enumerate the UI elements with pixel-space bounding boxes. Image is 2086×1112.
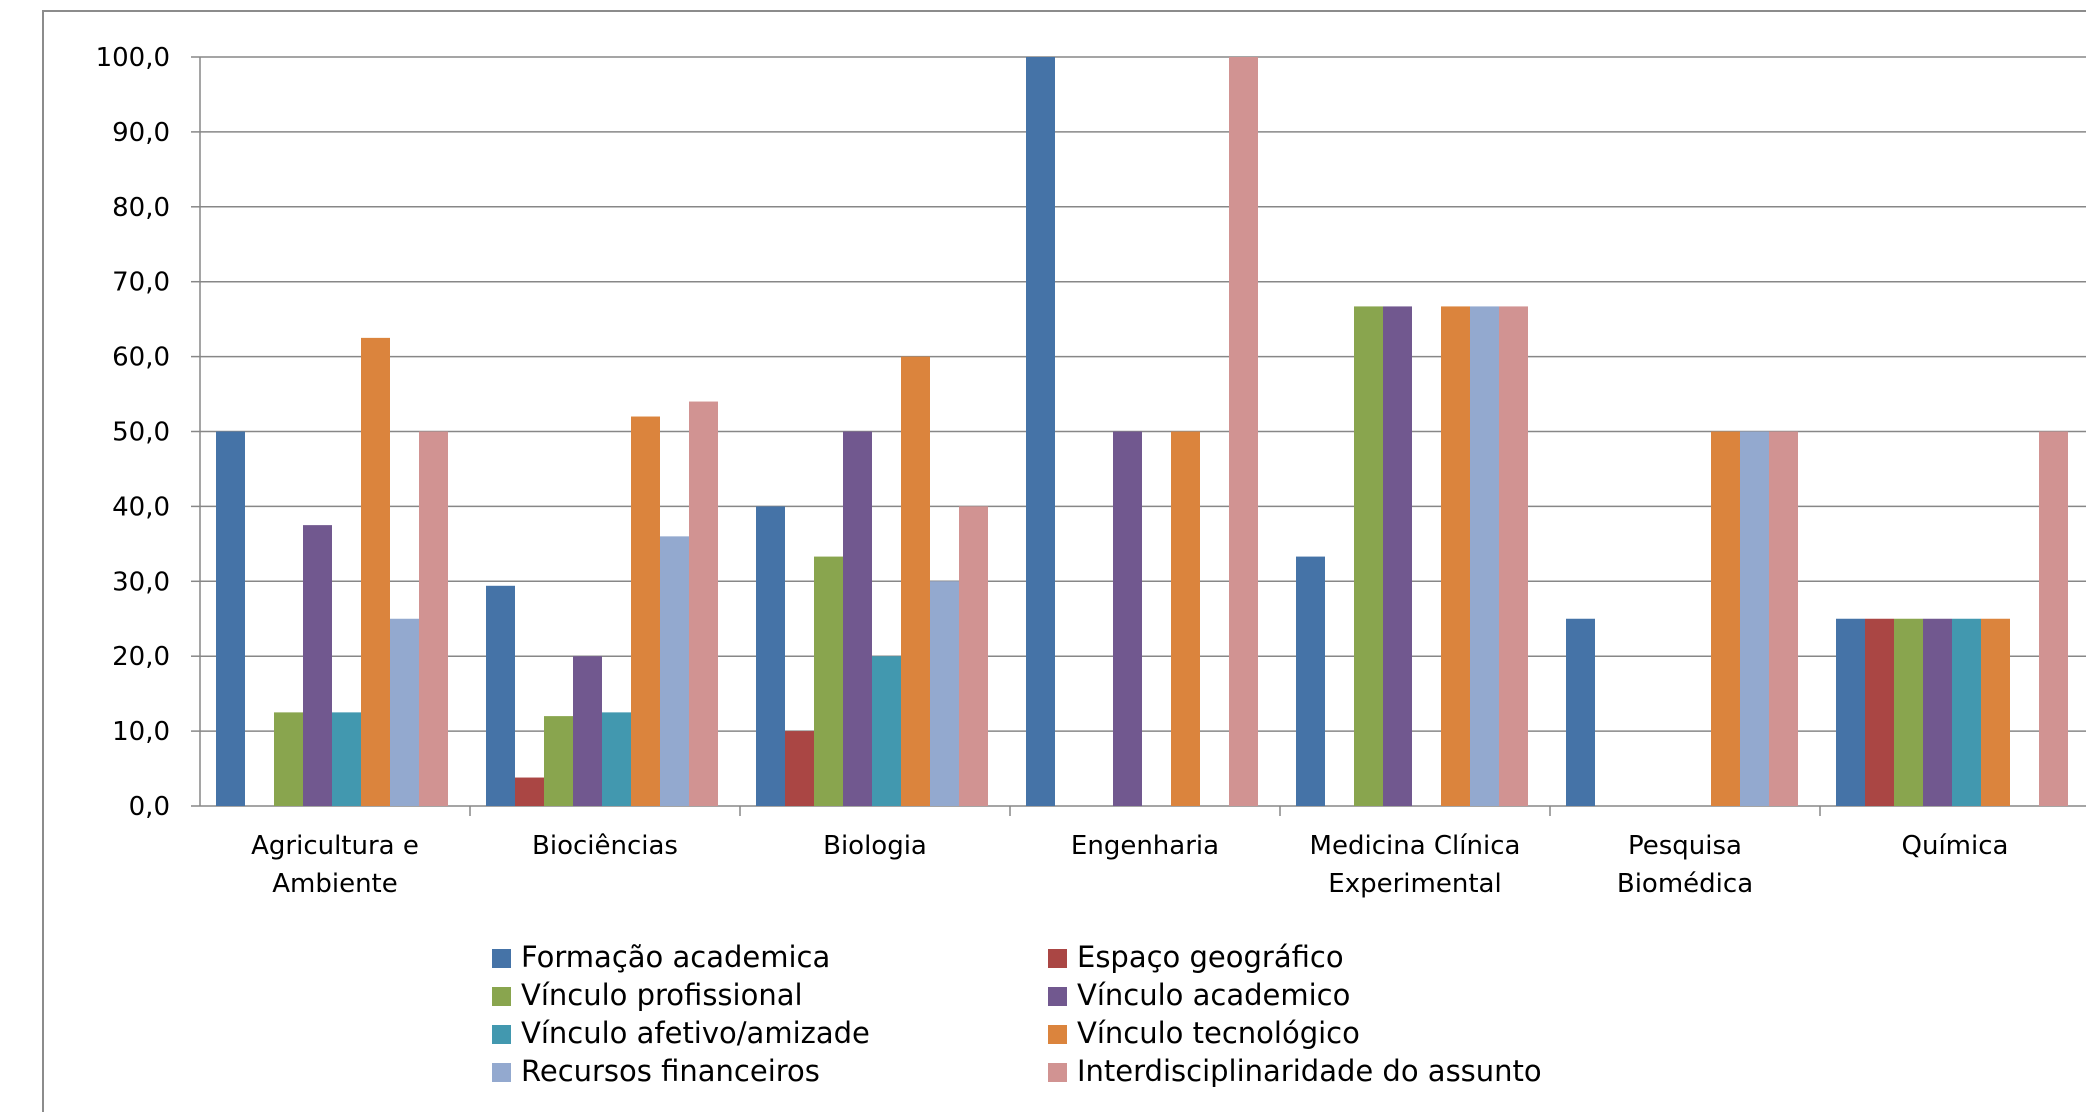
- bar: [1470, 306, 1499, 806]
- bar: [1383, 306, 1412, 806]
- legend-swatch: [492, 987, 511, 1006]
- bar: [1229, 57, 1258, 806]
- legend-swatch: [1048, 1063, 1067, 1082]
- bar: [1441, 306, 1470, 806]
- bar: [573, 656, 602, 806]
- x-tick-labels: Agricultura e Ambiente Biociências Biologia…: [251, 831, 2008, 899]
- legend-swatch: [492, 949, 511, 968]
- bar: [544, 716, 573, 806]
- bar: [1836, 618, 1865, 806]
- x-tick-label: Medicina Clínica: [1310, 831, 1521, 861]
- bar: [814, 556, 843, 806]
- y-tick-label: 80,0: [112, 193, 170, 223]
- y-tick-labels: 0,0 10,0 20,0 30,0 40,0 50,0 60,0 70,0 80,0 90,0 1…: [96, 43, 170, 822]
- bar: [756, 506, 785, 806]
- bar: [1769, 431, 1798, 806]
- bar: [843, 431, 872, 806]
- bar: [1740, 431, 1769, 806]
- bar: [602, 712, 631, 806]
- bar: [1711, 431, 1740, 806]
- bar: [1865, 618, 1894, 806]
- y-tick-label: 40,0: [112, 492, 170, 522]
- x-tick-label: Química: [1902, 831, 2009, 861]
- legend-swatch: [1048, 949, 1067, 968]
- legend-label: Espaço geográfico: [1077, 940, 1344, 974]
- y-tick-label: 100,0: [96, 43, 170, 73]
- legend-label: Vínculo afetivo/amizade: [521, 1016, 870, 1050]
- bar: [216, 431, 245, 806]
- y-tick-label: 0,0: [129, 792, 170, 822]
- bar: [1952, 618, 1981, 806]
- legend-label: Vínculo tecnológico: [1077, 1016, 1360, 1050]
- bar: [785, 731, 814, 806]
- bar: [1354, 306, 1383, 806]
- bar: [1566, 618, 1595, 806]
- y-tick-label: 10,0: [112, 717, 170, 747]
- y-tick-label: 30,0: [112, 567, 170, 597]
- bar: [1923, 618, 1952, 806]
- x-tick-label: Pesquisa: [1628, 831, 1742, 861]
- y-tick-label: 50,0: [112, 418, 170, 448]
- legend-label: Formação academica: [521, 940, 830, 974]
- bar: [332, 712, 361, 806]
- bar: [1499, 306, 1528, 806]
- bars: [216, 57, 2068, 806]
- bar: [872, 656, 901, 806]
- legend-label: Recursos financeiros: [521, 1054, 820, 1088]
- bar: [390, 618, 419, 806]
- bar: [1296, 556, 1325, 806]
- x-tick-label: Biologia: [823, 831, 927, 861]
- bar: [901, 356, 930, 806]
- bar: [930, 581, 959, 806]
- y-tick-label: 70,0: [112, 268, 170, 298]
- bar: [1981, 618, 2010, 806]
- bar: [1113, 431, 1142, 806]
- bar: [361, 337, 390, 806]
- bar: [689, 401, 718, 806]
- bar: [1171, 431, 1200, 806]
- x-tick-label: Ambiente: [272, 869, 398, 899]
- y-tick-label: 20,0: [112, 642, 170, 672]
- legend-swatch: [1048, 1025, 1067, 1044]
- y-tick-label: 90,0: [112, 118, 170, 148]
- bar: [2039, 431, 2068, 806]
- x-tick-label: Engenharia: [1071, 831, 1219, 861]
- bar: [959, 506, 988, 806]
- bar: [660, 536, 689, 806]
- bar: [419, 431, 448, 806]
- bar: [631, 416, 660, 806]
- legend-label: Vínculo academico: [1077, 978, 1350, 1012]
- legend-swatch: [492, 1025, 511, 1044]
- y-tick-label: 60,0: [112, 343, 170, 373]
- bar: [303, 525, 332, 806]
- bar: [486, 585, 515, 806]
- x-tick-label: Biociências: [532, 831, 678, 861]
- x-tick-label: Agricultura e: [251, 831, 419, 861]
- legend: Formação academica Espaço geográfico Víncu…: [492, 940, 1542, 1088]
- bar: [1894, 618, 1923, 806]
- x-tick-label: Biomédica: [1617, 869, 1753, 899]
- bar: [515, 777, 544, 806]
- bar: [274, 712, 303, 806]
- legend-label: Interdisciplinaridade do assunto: [1077, 1054, 1542, 1088]
- x-tick-label: Experimental: [1328, 869, 1501, 899]
- bar: [1026, 57, 1055, 806]
- legend-swatch: [1048, 987, 1067, 1006]
- legend-label: Vínculo profissional: [521, 978, 803, 1012]
- legend-swatch: [492, 1063, 511, 1082]
